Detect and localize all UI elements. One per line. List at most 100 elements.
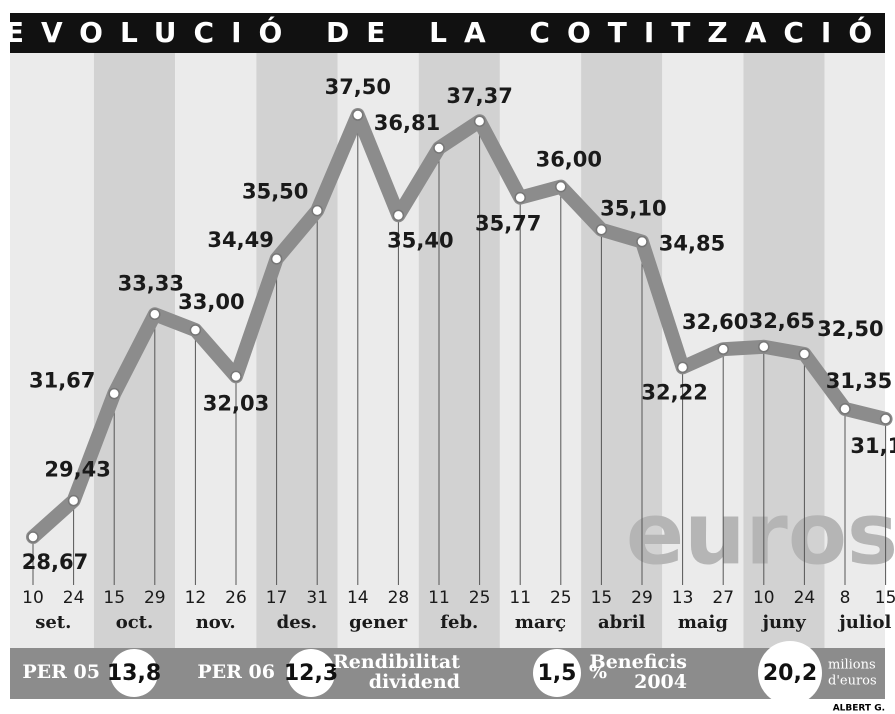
x-tick-label: 29	[631, 588, 653, 608]
month-label: feb.	[440, 612, 478, 633]
point	[392, 209, 405, 222]
month-band	[10, 53, 94, 648]
point	[108, 387, 120, 400]
footer-label: dividend	[369, 671, 460, 693]
footer-label: PER 05	[22, 661, 100, 683]
data-label: 32,03	[203, 391, 269, 415]
month-label: oct.	[116, 612, 154, 633]
point	[27, 531, 39, 543]
data-label: 31,67	[29, 369, 95, 393]
footer-badge	[533, 649, 581, 697]
point	[514, 191, 526, 204]
footer-unit: milions	[828, 658, 876, 673]
data-label: 37,37	[446, 84, 512, 108]
point	[433, 142, 445, 154]
x-tick-label: 12	[185, 588, 207, 608]
data-label: 28,67	[22, 550, 88, 574]
point	[311, 204, 323, 217]
data-label: 32,22	[641, 380, 707, 404]
footer-unit: d'euros	[828, 674, 877, 689]
data-label: 35,77	[475, 212, 541, 236]
footer-value: 13,8	[107, 661, 161, 686]
point	[473, 115, 486, 127]
month-label: nov.	[196, 612, 236, 633]
footer-label: Rendibilitat	[333, 651, 460, 673]
footer-badge	[110, 649, 158, 697]
footer-value: 20,2	[763, 661, 817, 686]
data-label: 36,00	[536, 148, 602, 172]
data-label: 31,35	[826, 369, 892, 393]
footer-value: 1,5	[538, 661, 577, 686]
point	[270, 253, 283, 265]
x-tick-label: 24	[63, 588, 85, 608]
data-label: 33,00	[178, 290, 244, 314]
data-label: 36,81	[374, 111, 440, 135]
data-label: 37,50	[325, 75, 391, 99]
month-label: des.	[277, 612, 317, 633]
data-label: 29,43	[44, 458, 110, 482]
footer-label: PER 06	[197, 661, 275, 683]
data-label: 35,10	[600, 197, 666, 221]
x-tick-label: 14	[347, 588, 369, 608]
month-label: març	[515, 612, 566, 633]
month-label: abril	[598, 612, 646, 633]
x-tick-label: 8	[840, 588, 851, 608]
x-tick-label: 31	[306, 588, 328, 608]
point	[555, 180, 567, 193]
x-tick-label: 27	[712, 588, 734, 608]
x-tick-label: 17	[266, 588, 288, 608]
x-tick-label: 10	[753, 588, 775, 608]
x-tick-label: 15	[591, 588, 613, 608]
x-tick-label: 15	[103, 588, 125, 608]
point	[230, 370, 242, 383]
point	[676, 361, 689, 374]
data-label: 34,49	[207, 228, 273, 252]
footer-label: 2004	[634, 671, 687, 693]
x-tick-label: 15	[875, 588, 895, 608]
point	[189, 324, 202, 336]
footer-label: Beneficis	[590, 651, 687, 673]
month-label: gener	[349, 612, 408, 633]
x-tick-label: 25	[550, 588, 572, 608]
month-label: set.	[35, 612, 71, 633]
x-tick-label: 28	[388, 588, 410, 608]
point	[636, 235, 648, 248]
chart-title: EVOLUCIÓ DE LA COTITZACIÓ	[5, 15, 889, 49]
data-label: 31,14	[850, 434, 895, 458]
x-tick-label: 11	[428, 588, 450, 608]
point	[595, 223, 608, 236]
data-label: 35,40	[387, 228, 453, 252]
point	[67, 494, 80, 507]
footer-value: 12,3	[284, 661, 338, 686]
point	[352, 109, 364, 121]
x-tick-label: 24	[794, 588, 816, 608]
price-line	[26, 108, 893, 544]
point	[149, 308, 161, 321]
x-tick-label: 26	[225, 588, 247, 608]
x-tick-label: 29	[144, 588, 166, 608]
x-tick-label: 10	[22, 588, 44, 608]
point	[758, 341, 770, 353]
data-label: 33,33	[118, 271, 184, 295]
month-band	[256, 53, 338, 648]
data-label: 34,85	[659, 232, 725, 256]
x-tick-label: 13	[672, 588, 694, 608]
point	[839, 403, 851, 415]
footer-badge	[287, 649, 335, 697]
data-label: 32,50	[817, 317, 883, 341]
x-tick-label: 25	[469, 588, 491, 608]
month-band	[581, 53, 663, 648]
month-band	[499, 53, 582, 648]
x-tick-label: 11	[509, 588, 531, 608]
point	[879, 413, 892, 425]
data-label: 35,50	[242, 180, 308, 204]
footer-badge	[758, 641, 822, 705]
month-label: juny	[761, 612, 807, 633]
point	[798, 348, 811, 360]
watermark: euros	[626, 484, 895, 584]
credit: ALBERT G.	[833, 704, 885, 714]
month-label: juliol	[837, 612, 891, 633]
point	[717, 343, 729, 355]
data-label: 32,60	[682, 310, 748, 334]
